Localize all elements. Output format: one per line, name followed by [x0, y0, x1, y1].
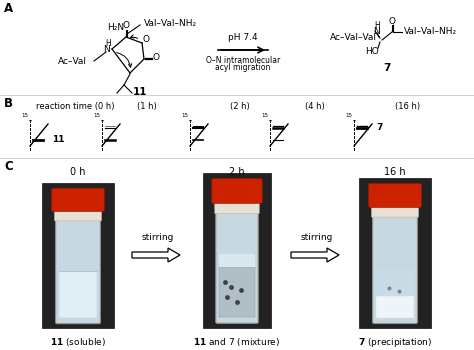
Text: O: O: [143, 35, 149, 44]
Text: 2 h: 2 h: [229, 167, 245, 177]
Text: HO: HO: [365, 48, 379, 56]
Text: $\mathbf{7}$ (precipitation): $\mathbf{7}$ (precipitation): [358, 336, 432, 349]
Bar: [219, 253, 255, 267]
Bar: [219, 267, 255, 317]
Text: stirring: stirring: [301, 232, 333, 241]
FancyBboxPatch shape: [212, 178, 262, 203]
FancyBboxPatch shape: [369, 183, 421, 208]
Bar: [376, 269, 414, 296]
FancyArrow shape: [132, 248, 180, 262]
Text: O–N intramolecular: O–N intramolecular: [206, 56, 280, 65]
Bar: [42, 183, 114, 328]
FancyArrow shape: [291, 248, 339, 262]
Text: 15: 15: [181, 113, 188, 118]
Text: H: H: [105, 40, 111, 49]
Text: O: O: [122, 21, 129, 30]
FancyBboxPatch shape: [55, 216, 100, 324]
Text: acyl migration: acyl migration: [215, 63, 271, 72]
Text: (1 h): (1 h): [137, 102, 157, 111]
Text: N: N: [374, 27, 380, 35]
Text: (4 h): (4 h): [305, 102, 325, 111]
Text: Val–Val–NH₂: Val–Val–NH₂: [404, 28, 457, 36]
FancyBboxPatch shape: [52, 188, 104, 211]
Text: 15: 15: [261, 113, 268, 118]
Text: 0 h: 0 h: [70, 167, 86, 177]
Text: (2 h): (2 h): [230, 102, 250, 111]
Text: O: O: [153, 54, 159, 63]
Bar: [376, 296, 414, 317]
Text: 11: 11: [133, 87, 147, 97]
Text: 16 h: 16 h: [384, 167, 406, 177]
Text: Val–Val–NH₂: Val–Val–NH₂: [144, 19, 197, 28]
Bar: [203, 173, 271, 328]
FancyBboxPatch shape: [216, 209, 258, 323]
Text: pH 7.4: pH 7.4: [228, 33, 258, 42]
FancyBboxPatch shape: [373, 212, 418, 323]
Text: C: C: [4, 160, 13, 173]
Text: Ac–Val–Val: Ac–Val–Val: [330, 33, 377, 42]
Text: 7: 7: [376, 122, 383, 132]
Text: stirring: stirring: [142, 232, 174, 241]
Text: O: O: [389, 16, 395, 26]
Bar: [59, 271, 97, 318]
Text: 15: 15: [21, 113, 28, 118]
Bar: [359, 178, 431, 328]
Text: $\mathbf{11}$ and 7 (mixture): $\mathbf{11}$ and 7 (mixture): [193, 336, 281, 348]
FancyBboxPatch shape: [215, 198, 259, 214]
Text: N: N: [104, 44, 110, 54]
Text: $\mathbf{11}$ (soluble): $\mathbf{11}$ (soluble): [50, 336, 106, 348]
Text: H: H: [374, 21, 380, 30]
Text: 15: 15: [93, 113, 100, 118]
Text: A: A: [4, 2, 13, 15]
Text: (16 h): (16 h): [395, 102, 420, 111]
Text: reaction time (0 h): reaction time (0 h): [36, 102, 114, 111]
Text: B: B: [4, 97, 13, 110]
FancyBboxPatch shape: [372, 203, 419, 217]
Text: 11: 11: [52, 134, 64, 144]
Text: 7: 7: [383, 63, 391, 73]
Text: H₂N: H₂N: [108, 23, 125, 33]
FancyBboxPatch shape: [55, 207, 101, 221]
Text: 15: 15: [345, 113, 352, 118]
Text: Ac–Val: Ac–Val: [58, 57, 87, 66]
